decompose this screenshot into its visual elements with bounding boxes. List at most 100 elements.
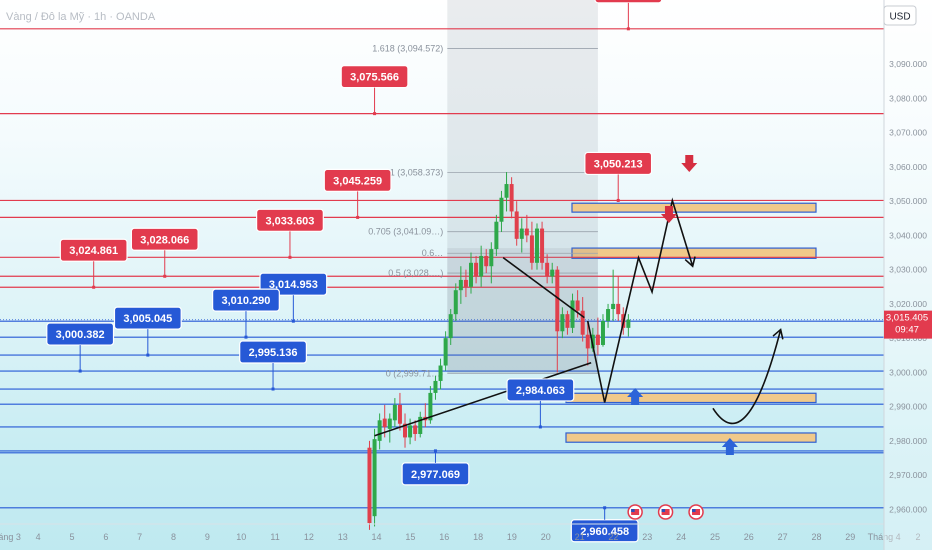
- x-tick-label: 6: [103, 532, 108, 542]
- level-label-text: 3,075.566: [350, 72, 399, 84]
- fib-level-label: 0.6…: [422, 248, 444, 258]
- level-labels-layer: 3,100.336 3,075.566 3,050.213 3,045.259 3,03…: [46, 0, 663, 543]
- level-label-text: 3,028.066: [140, 234, 189, 246]
- level-label-marker: [356, 215, 360, 219]
- candle-body: [438, 365, 443, 381]
- trendline: [374, 362, 592, 437]
- y-axis-panel: [884, 0, 932, 550]
- event-icon-canton: [661, 509, 666, 512]
- candle-body: [565, 314, 570, 328]
- event-icon-canton: [692, 509, 696, 512]
- current-price: 3,015.405: [886, 313, 928, 324]
- level-label: 3,028.066: [130, 227, 199, 278]
- event-icon-flag: [692, 509, 701, 515]
- candle-body: [484, 255, 489, 267]
- level-label-marker: [288, 255, 292, 259]
- candle-body: [463, 279, 468, 287]
- x-tick-label: Tháng 3: [0, 532, 21, 542]
- candle-body: [387, 418, 392, 429]
- trendline: [502, 257, 585, 319]
- level-label-text: 3,000.382: [56, 329, 105, 341]
- x-tick-label: 28: [811, 532, 821, 542]
- candle-body: [519, 228, 524, 239]
- candle-body: [560, 314, 565, 332]
- y-tick-label: 2,980.000: [889, 436, 927, 446]
- level-label: 3,033.603: [256, 208, 324, 259]
- candle-body: [499, 197, 504, 222]
- candle-body: [509, 184, 514, 212]
- us-flag-event-icon: [688, 504, 704, 520]
- up-arrow-icon: [627, 388, 644, 405]
- y-tick-label: 3,040.000: [889, 230, 927, 240]
- level-label-marker: [603, 506, 607, 510]
- y-tick-label: 3,080.000: [889, 93, 927, 103]
- level-label-text: 3,033.603: [265, 215, 314, 227]
- price-zone: [565, 432, 817, 443]
- x-tick-label: 27: [778, 532, 788, 542]
- currency-box[interactable]: USD: [883, 5, 917, 26]
- level-label: 2,977.069: [401, 449, 470, 486]
- level-label: 3,010.290: [212, 288, 280, 339]
- fib-level-label: 0.705 (3,041.09…): [368, 227, 443, 237]
- candle-body: [575, 300, 580, 311]
- level-label-marker: [538, 425, 542, 429]
- price-zone: [571, 202, 817, 213]
- horizontal-levels-layer: [0, 28, 884, 509]
- candle-body: [570, 300, 575, 328]
- candle-body: [458, 279, 463, 291]
- fib-level-label: 0.5 (3,028.…): [388, 268, 443, 278]
- candle-body: [428, 392, 433, 421]
- candle-body: [443, 338, 448, 366]
- level-label-marker: [373, 112, 377, 116]
- candle-body: [453, 290, 458, 315]
- candle-body: [408, 425, 413, 438]
- level-label-text: 2,960.458: [580, 526, 629, 538]
- candle-body: [469, 262, 474, 287]
- level-label-marker: [78, 369, 82, 373]
- x-tick-label: 8: [171, 532, 176, 542]
- level-label-marker: [92, 285, 96, 289]
- down-arrow-icon: [681, 155, 698, 172]
- level-label-text: 2,995.136: [249, 347, 298, 359]
- candle-body: [489, 249, 494, 267]
- fib-level-label: 0 (2,999.71…): [386, 368, 444, 378]
- x-tick-label: 21: [575, 532, 585, 542]
- y-tick-label: 2,970.000: [889, 470, 927, 480]
- x-tick-label: 12: [304, 532, 314, 542]
- symbol-title: Vàng / Đô la Mỹ · 1h · OANDA: [6, 11, 156, 23]
- candle-body: [540, 228, 545, 263]
- x-tick-label: 16: [439, 532, 449, 542]
- us-flag-event-icon: [627, 504, 643, 520]
- event-icon-flag: [631, 509, 640, 515]
- candle-body: [433, 380, 438, 393]
- level-label: 3,100.336: [594, 0, 663, 31]
- projection-path: [586, 197, 694, 403]
- y-tick-label: 2,960.000: [889, 504, 927, 514]
- level-label: 3,005.045: [113, 306, 182, 357]
- y-tick-label: 2,990.000: [889, 402, 927, 412]
- candle-body: [595, 334, 600, 345]
- level-label-marker: [271, 387, 275, 391]
- x-tick-label: 19: [507, 532, 517, 542]
- x-tick-label: 13: [338, 532, 348, 542]
- level-label-text: 2,977.069: [411, 469, 460, 481]
- level-label-marker: [291, 319, 295, 323]
- candle-body: [616, 303, 621, 315]
- current-price-tag: 3,015.405 09:47: [884, 310, 932, 339]
- y-tick-label: 3,050.000: [889, 196, 927, 206]
- level-label-marker: [146, 353, 150, 357]
- level-label: 3,024.861: [59, 238, 128, 289]
- x-tick-label: 7: [137, 532, 142, 542]
- x-tick-label: 5: [69, 532, 74, 542]
- level-label: 3,075.566: [340, 65, 409, 116]
- x-tick-label: 2: [915, 532, 920, 542]
- event-icon-flag: [661, 509, 670, 515]
- y-tick-label: 3,020.000: [889, 299, 927, 309]
- candle-body: [550, 269, 555, 277]
- candle-body: [418, 416, 423, 435]
- level-label-box: [594, 0, 663, 4]
- fib-level-label: 1 (3,058.373): [390, 168, 444, 178]
- candle-body: [448, 314, 453, 339]
